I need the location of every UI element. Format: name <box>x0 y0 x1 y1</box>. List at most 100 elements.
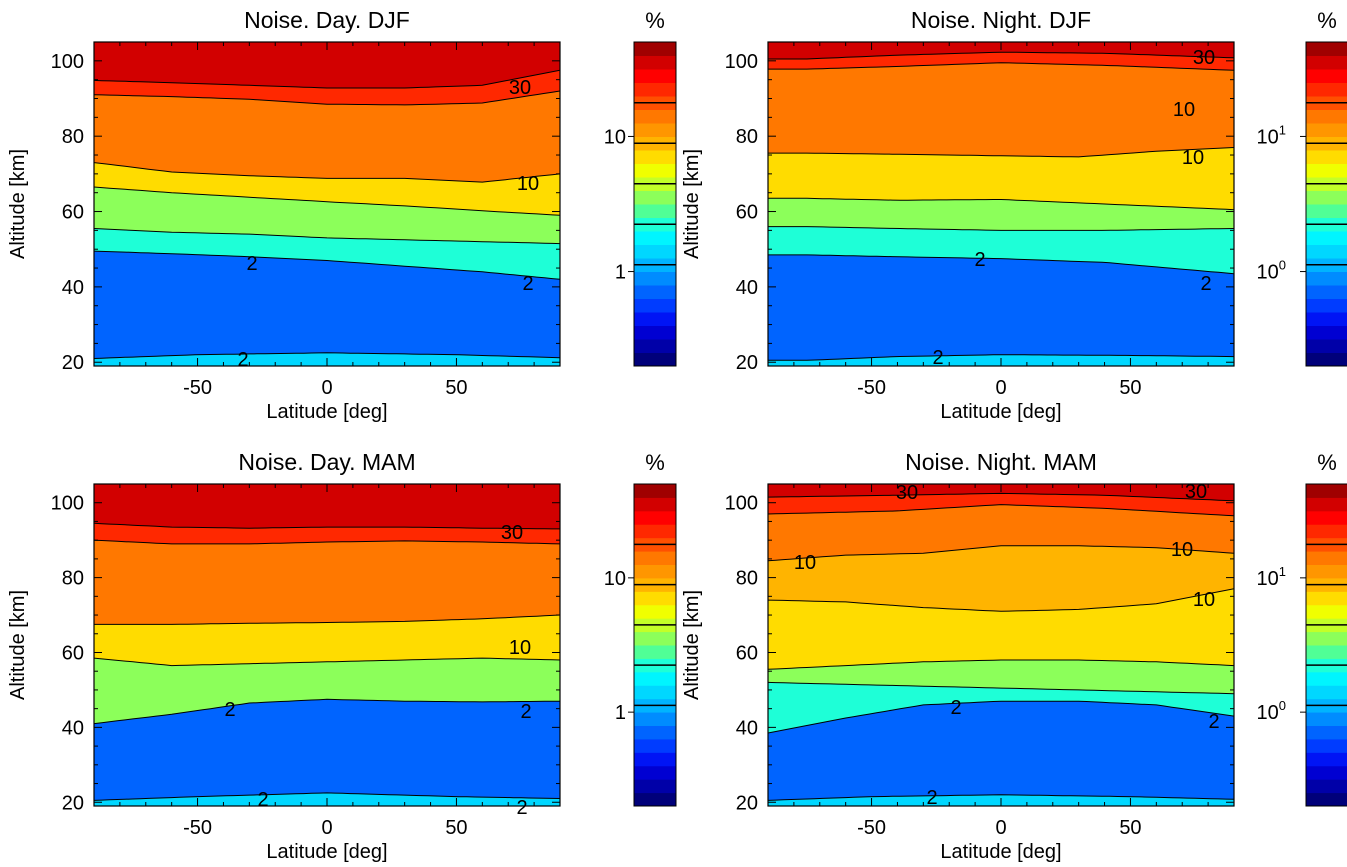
colorbar-step <box>1306 645 1347 659</box>
colorbar-step <box>634 244 676 259</box>
colorbar-step <box>1306 231 1347 245</box>
colorbar-step <box>634 671 676 686</box>
colorbar-step <box>634 123 676 137</box>
contour-line <box>94 539 560 545</box>
x-axis-label: Latitude [deg] <box>266 841 387 863</box>
colorbar-step <box>1306 738 1347 753</box>
contour-label: 30 <box>509 77 531 99</box>
y-tick-label: 80 <box>62 568 84 590</box>
contour-band <box>94 90 560 183</box>
y-tick-label: 20 <box>62 792 84 814</box>
colorbar-step <box>634 190 676 205</box>
panel-1: 30 10 2 2 2 -50 0 50 20 40 60 80 100 Noise. Day. DJF L… <box>7 7 677 423</box>
y-tick-label: 40 <box>736 277 758 299</box>
colorbar-step <box>1306 352 1347 367</box>
colorbar-step <box>634 685 676 700</box>
contour-band <box>94 162 560 216</box>
colorbar-step <box>634 109 676 124</box>
contour-band <box>768 545 1234 612</box>
contour-label: 2 <box>522 273 533 295</box>
colorbar-step <box>634 752 676 767</box>
colorbar-step <box>634 645 676 659</box>
contour-label: 2 <box>257 789 268 811</box>
y-axis-label: Altitude [km] <box>7 590 29 700</box>
colorbar-step <box>1306 298 1347 313</box>
contour-line <box>94 162 560 183</box>
colorbar-step <box>1306 109 1347 124</box>
contour-label: 10 <box>517 173 539 195</box>
contour-line <box>94 352 560 359</box>
contour-line <box>768 226 1234 231</box>
panel-2: 30 10 10 2 2 2 -50 0 50 20 40 60 80 100 Noise. Night. … <box>681 7 1347 423</box>
contour-label: 2 <box>932 347 943 369</box>
colorbar-step <box>1306 204 1347 218</box>
colorbar-step <box>1306 792 1347 807</box>
colorbar-tick-label: 101 <box>1257 122 1286 148</box>
contour-line <box>768 147 1234 158</box>
contour-band <box>94 42 560 88</box>
colorbar-tick-label: 1 <box>615 702 626 724</box>
x-axis-label: Latitude [deg] <box>940 841 1061 863</box>
colorbar-tick-label: 100 <box>1257 258 1286 284</box>
x-tick-label: -50 <box>857 377 886 399</box>
colorbar-step <box>634 55 676 70</box>
colorbar-step <box>634 497 676 512</box>
colorbar-step <box>1306 564 1347 579</box>
contour-band <box>768 198 1234 231</box>
y-tick-label: 80 <box>736 568 758 590</box>
colorbar-step <box>634 725 676 740</box>
x-tick-label: 0 <box>995 817 1006 839</box>
contour-band <box>94 70 560 105</box>
colorbar-step <box>634 163 676 178</box>
x-axis-label: Latitude [deg] <box>266 401 387 423</box>
colorbar-step <box>1306 339 1347 353</box>
panel-4: 30 30 10 10 10 2 2 2 -50 0 50 20 40 60 80 100 Noise. Nig… <box>681 449 1347 863</box>
contour-line <box>768 794 1234 801</box>
colorbar-step <box>634 69 676 83</box>
contour-line <box>768 62 1234 71</box>
contour-band <box>768 254 1234 361</box>
colorbar-step <box>1306 712 1347 726</box>
contour-line <box>94 522 560 530</box>
y-axis-label: Altitude [km] <box>7 149 29 259</box>
contour-band <box>768 682 1234 733</box>
colorbar-step <box>634 484 676 498</box>
x-tick-label: -50 <box>183 817 212 839</box>
colorbar-frame <box>1305 483 1347 807</box>
colorbar-tick-label: 10 <box>604 568 626 590</box>
contour-band <box>94 251 560 359</box>
contour-band <box>94 699 560 801</box>
contour-label: 2 <box>224 699 235 721</box>
x-tick-label: 50 <box>1119 817 1141 839</box>
colorbar: % 101 100 <box>1257 450 1347 807</box>
y-tick-label: 40 <box>736 717 758 739</box>
contour-label: 2 <box>1208 711 1219 733</box>
x-tick-label: -50 <box>857 817 886 839</box>
colorbar-unit: % <box>645 8 665 33</box>
contour-band <box>768 62 1234 157</box>
x-tick-label: 0 <box>321 377 332 399</box>
colorbar-step <box>634 150 676 164</box>
colorbar-step <box>634 738 676 753</box>
contour-label: 2 <box>237 349 248 371</box>
colorbar-unit: % <box>645 450 665 475</box>
colorbar-frame <box>633 483 677 807</box>
colorbar-step <box>1306 604 1347 619</box>
colorbar-step <box>1306 69 1347 83</box>
contour-label: 30 <box>896 482 918 504</box>
x-tick-label: 50 <box>445 817 467 839</box>
x-tick-label: 50 <box>1119 377 1141 399</box>
colorbar-step <box>1306 497 1347 512</box>
colorbar-step <box>634 231 676 245</box>
contour-band <box>768 701 1234 801</box>
contour-band <box>94 523 560 544</box>
contour-label: 30 <box>1185 481 1207 503</box>
contour-fill <box>768 42 1234 366</box>
contour-band <box>768 42 1234 59</box>
contour-line <box>768 681 1234 695</box>
colorbar-step <box>1306 312 1347 326</box>
x-tick-label: -50 <box>183 377 212 399</box>
panel-3: 30 10 2 2 2 2 -50 0 50 20 40 60 80 100 Noise. Day. MAM… <box>7 449 677 863</box>
contour-band <box>94 187 560 244</box>
